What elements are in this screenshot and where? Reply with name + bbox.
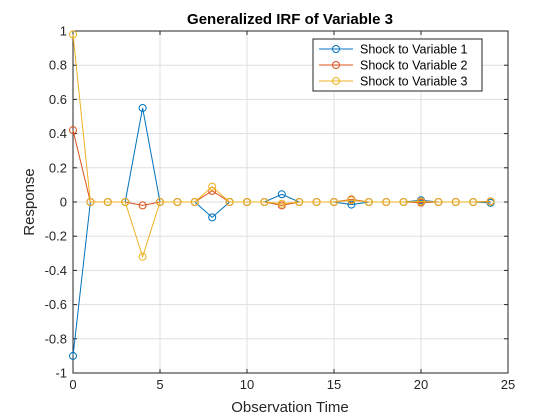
- y-tick-label: 0: [60, 195, 67, 210]
- y-tick-label: -0.2: [45, 229, 67, 244]
- data-point: [486, 197, 495, 206]
- series-3: [69, 30, 495, 261]
- chart-title: Generalized IRF of Variable 3: [187, 11, 393, 28]
- data-point: [208, 186, 217, 195]
- y-tick-label: -0.8: [45, 331, 67, 346]
- data-point: [364, 198, 373, 206]
- data-point: [295, 198, 304, 206]
- y-tick-label: 0.8: [49, 58, 67, 73]
- data-point: [138, 103, 147, 112]
- data-point: [451, 198, 460, 206]
- data-point: [277, 190, 286, 199]
- legend-marker: [332, 61, 340, 69]
- series-layer: [69, 30, 495, 360]
- data-point: [417, 197, 425, 206]
- legend-item: Shock to Variable 1: [319, 43, 468, 57]
- legend-label: Shock to Variable 1: [360, 43, 468, 57]
- data-point: [208, 213, 217, 222]
- x-tick-label: 25: [501, 377, 515, 392]
- data-point: [434, 198, 443, 206]
- data-point: [382, 198, 391, 206]
- data-point: [312, 198, 321, 206]
- data-point: [69, 126, 77, 135]
- data-point: [208, 182, 217, 191]
- x-tick-label: 5: [156, 377, 163, 392]
- grid: [72, 30, 509, 374]
- data-point: [260, 198, 269, 206]
- legend-item: Shock to Variable 2: [319, 59, 468, 73]
- data-point: [399, 198, 408, 206]
- data-point: [103, 198, 112, 206]
- series-line: [72, 34, 491, 259]
- data-point: [277, 199, 286, 208]
- y-tick-label: -0.4: [45, 263, 67, 278]
- data-point: [243, 198, 251, 206]
- legend-label: Shock to Variable 2: [360, 59, 468, 73]
- legend-marker: [332, 77, 340, 85]
- data-point: [347, 196, 356, 205]
- y-tick-label: 0.2: [49, 160, 67, 175]
- y-tick-label: -1: [55, 366, 67, 381]
- y-tick-label: 0.6: [49, 92, 67, 107]
- data-point: [469, 198, 478, 206]
- y-tick-label: -0.6: [45, 297, 67, 312]
- y-tick-label: 0.4: [49, 126, 67, 141]
- x-tick-label: 10: [240, 377, 254, 392]
- data-point: [173, 198, 182, 206]
- x-tick-label: 15: [327, 377, 341, 392]
- legend-item: Shock to Variable 3: [319, 75, 468, 89]
- data-point: [156, 198, 164, 206]
- y-tick-label: 1: [60, 24, 67, 39]
- ticks: 0 5 10 15 20 25 -1 -0.8 -0.6 -0.4 -0.2 0 0.2 0.4 0.6 0.…: [45, 24, 516, 393]
- data-point: [86, 198, 95, 206]
- legend-label: Shock to Variable 3: [360, 75, 468, 89]
- data-point: [69, 30, 77, 39]
- data-point: [138, 252, 147, 261]
- data-point: [121, 198, 130, 206]
- data-point: [225, 198, 234, 206]
- x-tick-label: 0: [69, 377, 76, 392]
- data-point: [138, 201, 147, 210]
- x-tick-label: 20: [414, 377, 428, 392]
- series-line: [72, 107, 491, 356]
- data-point: [190, 198, 199, 206]
- data-point: [347, 200, 356, 209]
- data-point: [330, 198, 338, 206]
- series-line: [72, 130, 491, 206]
- data-point: [69, 351, 77, 360]
- x-axis-label: Observation Time: [231, 399, 349, 416]
- y-axis-label: Response: [21, 168, 38, 236]
- legend-marker: [332, 45, 340, 53]
- legend: Shock to Variable 1 Shock to Variable 2 Sh…: [312, 38, 483, 92]
